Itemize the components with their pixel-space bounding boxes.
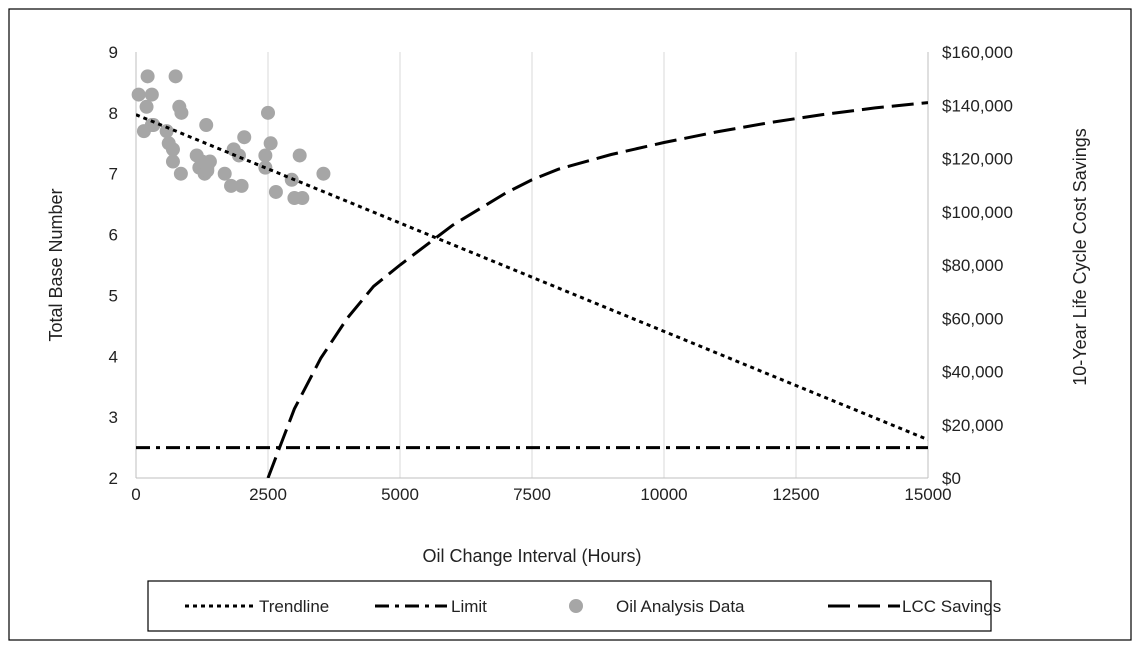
chart-border bbox=[8, 8, 1132, 641]
x-tick-label: 10000 bbox=[640, 485, 687, 504]
legend: Trendline Limit Oil Analysis Data LCC Sa… bbox=[147, 580, 1001, 632]
data-point bbox=[168, 69, 183, 84]
data-point bbox=[140, 69, 155, 84]
data-point bbox=[295, 191, 310, 206]
series-oil-analysis-data bbox=[131, 69, 331, 206]
data-point bbox=[131, 87, 146, 102]
legend-entry-limit: Limit bbox=[375, 597, 487, 616]
y-right-tick-label: $60,000 bbox=[942, 309, 1003, 328]
data-point bbox=[268, 184, 283, 199]
y-left-tick-label: 7 bbox=[109, 165, 118, 184]
x-tick-label: 7500 bbox=[513, 485, 551, 504]
x-tick-label: 15000 bbox=[904, 485, 951, 504]
data-point bbox=[224, 178, 239, 193]
data-point bbox=[139, 99, 154, 114]
y-axis-right-title: 10-Year Life Cycle Cost Savings bbox=[1070, 128, 1090, 385]
data-point bbox=[258, 148, 273, 163]
y-right-tick-label: $100,000 bbox=[942, 203, 1013, 222]
y-right-tick-label: $140,000 bbox=[942, 96, 1013, 115]
legend-label-limit: Limit bbox=[451, 597, 487, 616]
y-left-tick-label: 6 bbox=[109, 226, 118, 245]
data-point bbox=[217, 166, 232, 181]
tick-labels: 0 2500 5000 7500 10000 12500 15000 2 3 4 5 6 7 8 9 $0 $2… bbox=[109, 43, 1013, 504]
y-right-tick-label: $40,000 bbox=[942, 363, 1003, 382]
y-left-tick-label: 3 bbox=[109, 408, 118, 427]
legend-label-trendline: Trendline bbox=[259, 597, 329, 616]
legend-entry-oil-analysis-data: Oil Analysis Data bbox=[569, 597, 745, 616]
data-point bbox=[144, 87, 159, 102]
data-point bbox=[200, 163, 215, 178]
y-right-tick-label: $0 bbox=[942, 469, 961, 488]
y-left-tick-label: 9 bbox=[109, 43, 118, 62]
y-left-tick-label: 5 bbox=[109, 286, 118, 305]
y-right-tick-label: $20,000 bbox=[942, 416, 1003, 435]
y-axis-left-title: Total Base Number bbox=[46, 188, 66, 341]
data-point bbox=[261, 105, 275, 120]
x-tick-label: 0 bbox=[131, 485, 140, 504]
data-point bbox=[159, 124, 174, 139]
legend-entry-trendline: Trendline bbox=[185, 597, 329, 616]
y-right-tick-label: $160,000 bbox=[942, 43, 1013, 62]
y-right-tick-label: $120,000 bbox=[942, 150, 1013, 169]
data-point bbox=[173, 166, 188, 181]
data-point bbox=[234, 178, 249, 193]
x-tick-label: 5000 bbox=[381, 485, 419, 504]
series-line-lcc-savings bbox=[266, 101, 928, 478]
y-left-tick-label: 2 bbox=[109, 469, 118, 488]
legend-swatch-oil-analysis-data bbox=[569, 599, 583, 613]
y-left-tick-label: 8 bbox=[109, 104, 118, 123]
plot-series bbox=[131, 69, 928, 478]
data-point bbox=[174, 105, 189, 120]
series-line-trendline bbox=[136, 113, 928, 442]
x-axis-title: Oil Change Interval (Hours) bbox=[422, 546, 641, 566]
data-point bbox=[165, 154, 180, 169]
legend-label-oil-analysis-data: Oil Analysis Data bbox=[616, 597, 745, 616]
legend-label-lcc-savings: LCC Savings bbox=[902, 597, 1001, 616]
y-left-tick-label: 4 bbox=[109, 347, 118, 366]
y-right-tick-label: $80,000 bbox=[942, 256, 1003, 275]
x-tick-label: 12500 bbox=[772, 485, 819, 504]
data-point bbox=[292, 148, 307, 163]
data-point bbox=[316, 166, 331, 181]
data-point bbox=[199, 118, 214, 133]
data-point bbox=[237, 130, 252, 145]
legend-entry-lcc-savings: LCC Savings bbox=[828, 597, 1001, 616]
data-point bbox=[136, 124, 151, 139]
x-tick-label: 2500 bbox=[249, 485, 287, 504]
data-point bbox=[263, 136, 278, 151]
data-point bbox=[165, 142, 180, 157]
